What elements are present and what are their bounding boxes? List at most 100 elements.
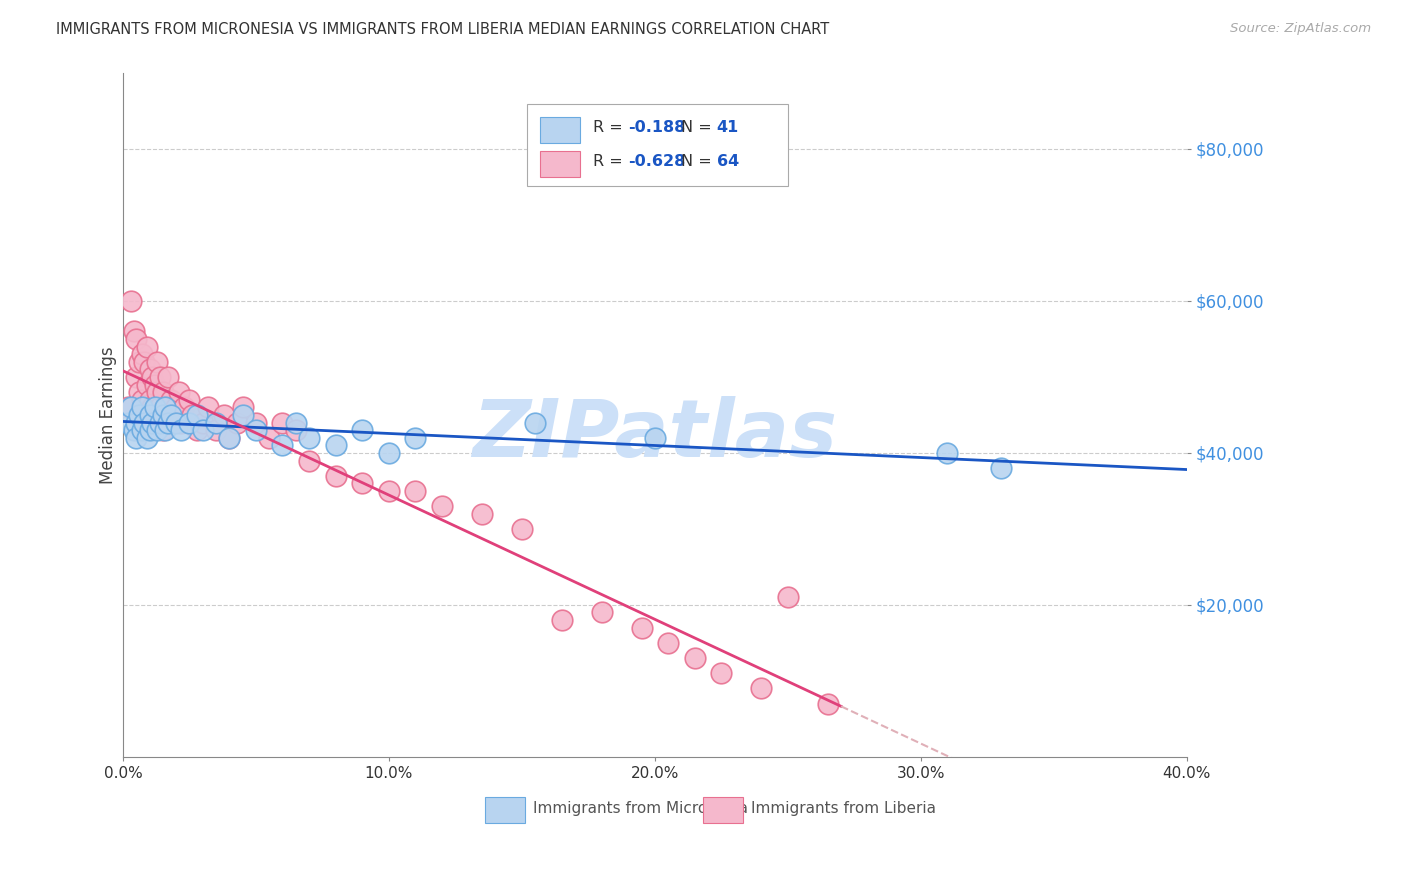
Text: R =: R =: [593, 120, 628, 136]
Point: [205, 423, 228, 437]
Point: [155, 401, 177, 415]
Point: [159, 392, 181, 407]
Point: [644, 431, 666, 445]
Point: [179, 392, 201, 407]
Point: [191, 416, 214, 430]
Point: [226, 416, 249, 430]
Point: [186, 423, 208, 437]
FancyBboxPatch shape: [703, 797, 744, 823]
Point: [134, 408, 156, 422]
Point: [352, 423, 374, 437]
Point: [125, 370, 148, 384]
Point: [524, 416, 547, 430]
Point: [352, 476, 374, 491]
Point: [749, 681, 772, 696]
Point: [134, 416, 156, 430]
Point: [149, 401, 172, 415]
Point: [173, 401, 195, 415]
Y-axis label: Median Earnings: Median Earnings: [100, 346, 117, 483]
Text: -0.628: -0.628: [628, 154, 686, 169]
FancyBboxPatch shape: [540, 151, 581, 177]
Point: [143, 401, 166, 415]
Point: [128, 408, 150, 422]
Point: [157, 370, 180, 384]
Point: [131, 392, 153, 407]
Point: [141, 370, 163, 384]
Text: IMMIGRANTS FROM MICRONESIA VS IMMIGRANTS FROM LIBERIA MEDIAN EARNINGS CORRELATIO: IMMIGRANTS FROM MICRONESIA VS IMMIGRANTS…: [56, 22, 830, 37]
Point: [157, 416, 180, 430]
Point: [710, 666, 733, 681]
Point: [125, 431, 148, 445]
Point: [170, 423, 193, 437]
Point: [170, 416, 193, 430]
Point: [131, 347, 153, 361]
Point: [298, 431, 321, 445]
Point: [271, 416, 294, 430]
Point: [131, 401, 153, 415]
Point: [141, 401, 163, 415]
Point: [125, 416, 148, 430]
Text: -0.188: -0.188: [628, 120, 686, 136]
Point: [120, 401, 142, 415]
Point: [149, 370, 172, 384]
Point: [162, 408, 184, 422]
Point: [138, 408, 160, 422]
Point: [165, 401, 187, 415]
Point: [141, 416, 163, 430]
Text: Immigrants from Micronesia: Immigrants from Micronesia: [533, 801, 748, 815]
Text: R =: R =: [593, 154, 628, 169]
Point: [143, 416, 166, 430]
FancyBboxPatch shape: [540, 117, 581, 143]
Point: [405, 431, 427, 445]
Point: [135, 431, 157, 445]
Point: [471, 507, 494, 521]
Point: [122, 324, 145, 338]
Point: [212, 408, 235, 422]
Text: 41: 41: [717, 120, 738, 136]
Point: [936, 446, 959, 460]
Point: [817, 697, 839, 711]
Point: [218, 431, 240, 445]
Point: [630, 621, 652, 635]
Point: [143, 377, 166, 392]
Point: [152, 423, 174, 437]
Text: Source: ZipAtlas.com: Source: ZipAtlas.com: [1230, 22, 1371, 36]
Point: [181, 408, 204, 422]
FancyBboxPatch shape: [485, 797, 524, 823]
Point: [146, 355, 169, 369]
Point: [159, 408, 181, 422]
Point: [128, 385, 150, 400]
Point: [152, 408, 174, 422]
Point: [117, 401, 139, 415]
Point: [378, 446, 401, 460]
Point: [551, 613, 574, 627]
Point: [179, 416, 201, 430]
Point: [245, 423, 267, 437]
Point: [125, 332, 148, 346]
FancyBboxPatch shape: [527, 103, 787, 186]
Point: [430, 499, 453, 513]
Point: [117, 416, 139, 430]
Point: [232, 408, 254, 422]
Point: [325, 468, 347, 483]
Point: [284, 416, 307, 430]
Point: [218, 431, 240, 445]
Text: N =: N =: [682, 120, 717, 136]
Point: [135, 377, 157, 392]
Point: [378, 483, 401, 498]
Point: [135, 339, 157, 353]
Point: [298, 453, 321, 467]
Point: [197, 401, 219, 415]
Point: [405, 483, 427, 498]
Point: [191, 423, 214, 437]
Point: [657, 636, 679, 650]
Point: [146, 423, 169, 437]
Point: [284, 423, 307, 437]
Point: [146, 385, 169, 400]
Point: [271, 438, 294, 452]
Point: [776, 591, 799, 605]
Point: [155, 423, 177, 437]
Point: [131, 423, 153, 437]
Point: [138, 362, 160, 376]
Point: [257, 431, 280, 445]
